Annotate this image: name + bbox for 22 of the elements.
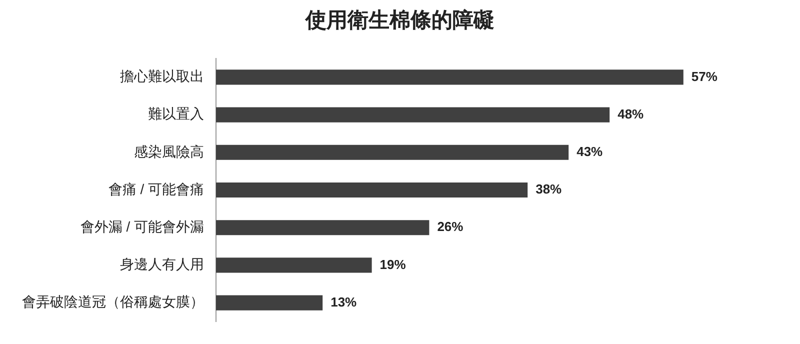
data-label: 43% — [576, 144, 604, 159]
chart-title: 使用衛生棉條的障礙 — [304, 8, 496, 34]
data-label: 48% — [618, 106, 644, 122]
bar — [216, 258, 372, 273]
y-tick-label: 擔心難以取出 — [120, 68, 204, 84]
y-tick-label: 身邊人有人用 — [120, 256, 204, 272]
y-tick-label: 感染風險高 — [134, 143, 204, 160]
bar — [216, 107, 610, 122]
y-tick-label: 會痛 / 可能會痛 — [108, 180, 204, 197]
data-label: 57% — [691, 68, 718, 84]
data-label: 19% — [380, 256, 406, 272]
data-label: 26% — [437, 219, 464, 234]
bar — [216, 144, 569, 160]
y-tick-label: 會弄破陰道冠（俗稱處女膜） — [22, 294, 204, 310]
bar — [216, 70, 684, 85]
bar — [216, 220, 430, 236]
bar — [216, 182, 528, 198]
y-tick-label: 難以置入 — [148, 106, 204, 122]
data-label: 13% — [330, 294, 358, 310]
bar — [216, 295, 323, 310]
y-tick-label: 會外漏 / 可能會外漏 — [80, 218, 204, 234]
data-label: 38% — [536, 182, 562, 197]
